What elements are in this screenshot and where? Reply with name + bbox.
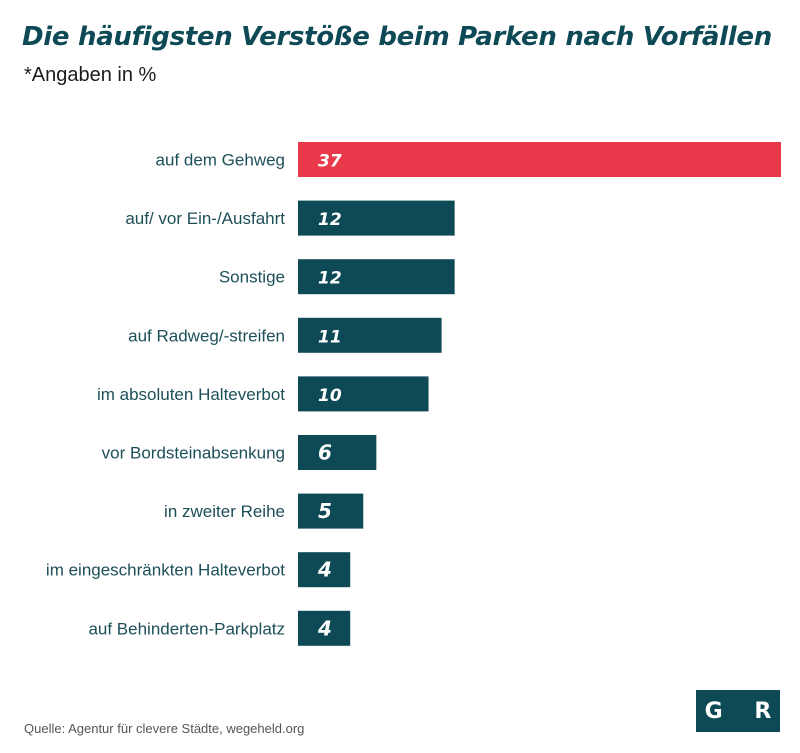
source-note: Quelle: Agentur für clevere Städte, wege… [24, 721, 305, 736]
category-label: in zweiter Reihe [164, 502, 285, 521]
bar [298, 317, 442, 353]
category-label: im absoluten Halteverbot [97, 385, 285, 404]
brand-logo: G R [696, 690, 780, 732]
chart-title: Die häufigsten Verstöße beim Parken nach… [22, 22, 772, 52]
bar [298, 493, 364, 529]
category-label: auf/ vor Ein-/Ausfahrt [125, 209, 285, 228]
bar [298, 200, 455, 236]
bar [298, 376, 429, 412]
category-label: auf Radweg/-streifen [128, 326, 285, 345]
category-label: im eingeschränkten Halteverbot [46, 561, 285, 580]
value-label: 10 [318, 386, 342, 406]
value-label: 4 [317, 616, 332, 640]
logo-text: G R [704, 698, 784, 724]
value-label: 6 [318, 441, 332, 465]
value-label: 5 [318, 499, 332, 523]
category-label: vor Bordsteinabsenkung [102, 444, 285, 463]
category-label: auf dem Gehweg [156, 151, 285, 170]
value-label: 4 [317, 558, 332, 582]
value-label: 12 [318, 210, 342, 230]
value-label: 37 [318, 152, 342, 172]
bar [298, 552, 351, 588]
bar [298, 610, 351, 646]
value-label: 12 [318, 269, 342, 289]
category-label: auf Behinderten-Parkplatz [88, 619, 285, 638]
bar [298, 259, 455, 295]
category-label: Sonstige [219, 268, 285, 287]
bar [298, 142, 781, 177]
value-label: 11 [318, 327, 342, 347]
bar-chart: auf dem Gehweg 37 auf/ vor Ein-/Ausfahrt 12… [46, 142, 781, 646]
chart-subtitle: *Angaben in % [24, 64, 157, 86]
bar [298, 435, 377, 470]
